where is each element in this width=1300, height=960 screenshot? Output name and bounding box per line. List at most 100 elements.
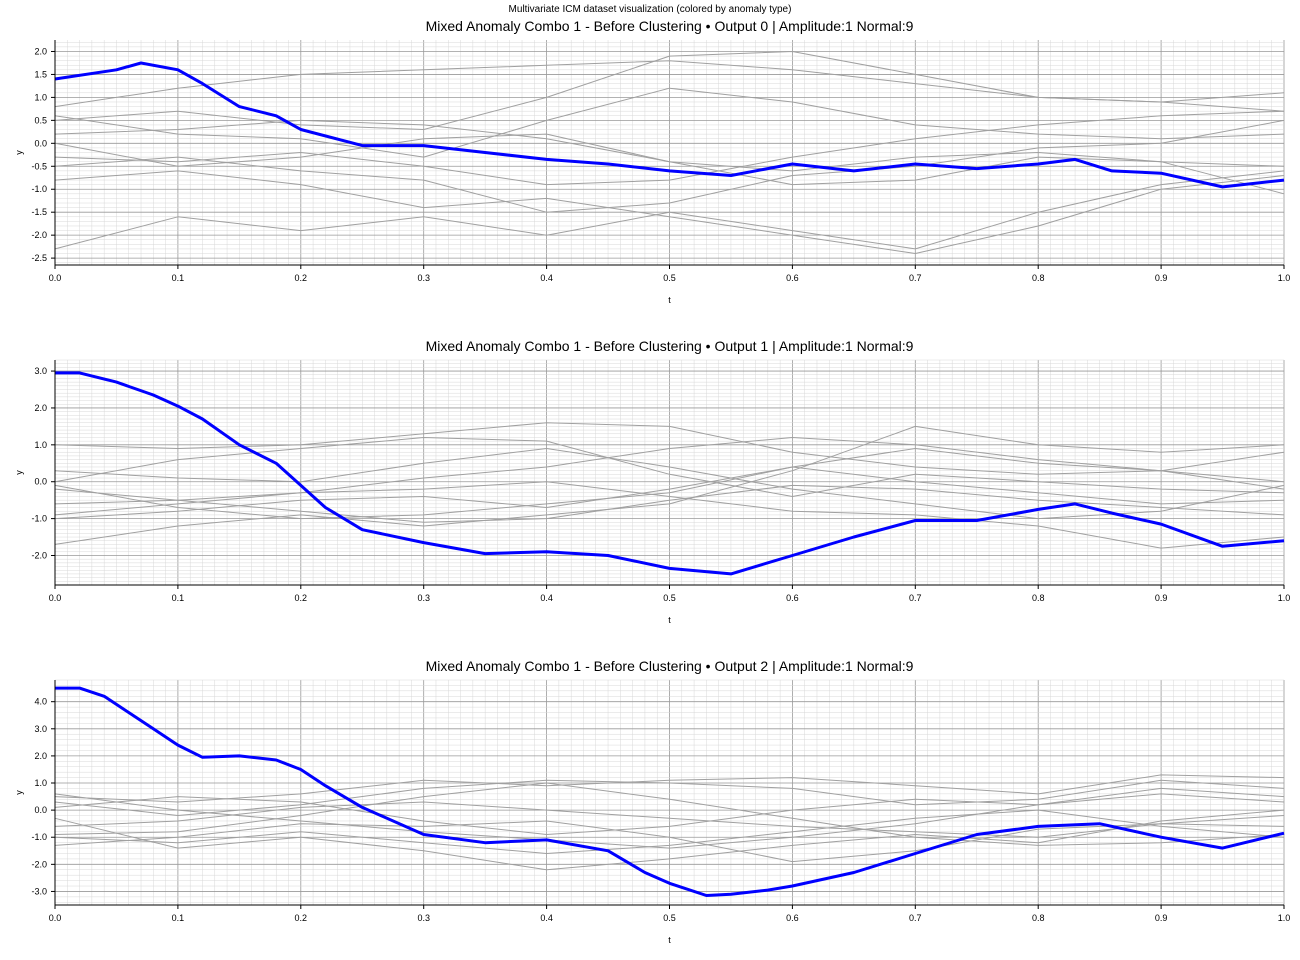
x-tick-label: 0.9 bbox=[1155, 913, 1168, 923]
x-tick-label: 0.7 bbox=[909, 273, 922, 283]
x-tick-label: 0.2 bbox=[295, 913, 308, 923]
normal-series-line-8 bbox=[54, 133, 1285, 195]
normal-series-line-1 bbox=[54, 422, 1285, 483]
chart-panel-2: 0.0 0.1 0.2 0.3 0.4 0.5 0.6 0.7 0.8 0.9 1.0 4.0 3.0 2… bbox=[14, 658, 1290, 945]
normal-series-line-2 bbox=[54, 170, 1285, 250]
y-tick-label: 1.0 bbox=[34, 92, 47, 102]
figure-suptitle: Multivariate ICM dataset visualization (… bbox=[508, 4, 792, 15]
normal-series-line-5 bbox=[54, 779, 1285, 816]
chart-title: Mixed Anomaly Combo 1 - Before Clusterin… bbox=[426, 18, 914, 34]
x-tick-label: 0.4 bbox=[540, 273, 553, 283]
y-tick-label: -3.0 bbox=[31, 886, 47, 896]
x-tick-label: 0.7 bbox=[909, 593, 922, 603]
normal-series-line-9 bbox=[54, 448, 1285, 520]
y-tick-label: 1.5 bbox=[34, 69, 47, 79]
normal-series-line-2 bbox=[54, 425, 1285, 545]
x-tick-label: 0.5 bbox=[663, 273, 676, 283]
y-axis-label: y bbox=[14, 790, 24, 795]
normal-series-line-8 bbox=[54, 801, 1285, 838]
x-tick-label: 0.4 bbox=[540, 913, 553, 923]
x-tick-label: 0.9 bbox=[1155, 273, 1168, 283]
y-tick-label: -1.0 bbox=[31, 832, 47, 842]
x-tick-label: 0.3 bbox=[417, 273, 430, 283]
x-tick-label: 0.6 bbox=[786, 593, 799, 603]
y-tick-label: 3.0 bbox=[34, 724, 47, 734]
grid bbox=[54, 679, 1285, 905]
anomaly-series-line bbox=[55, 371, 1285, 576]
x-tick-label: 0.5 bbox=[663, 913, 676, 923]
y-tick-label: 0.0 bbox=[34, 477, 47, 487]
x-tick-label: 0.3 bbox=[417, 913, 430, 923]
x-axis-label: t bbox=[668, 295, 671, 305]
x-tick-label: 0.6 bbox=[786, 913, 799, 923]
x-tick-label: 0.0 bbox=[49, 913, 62, 923]
x-tick-label: 0.8 bbox=[1032, 593, 1045, 603]
x-tick-label: 1.0 bbox=[1278, 913, 1291, 923]
y-tick-label: 2.0 bbox=[34, 403, 47, 413]
chart-panel-0: 0.0 0.1 0.2 0.3 0.4 0.5 0.6 0.7 0.8 0.9 1.0 2.0 1.5 1… bbox=[14, 18, 1290, 305]
normal-series-line-3 bbox=[54, 51, 1285, 130]
normal-series-line-6 bbox=[54, 437, 1285, 516]
normal-series-line-5 bbox=[54, 170, 1285, 254]
chart-panel-1: 0.0 0.1 0.2 0.3 0.4 0.5 0.6 0.7 0.8 0.9 1.0 3.0 2.0 1… bbox=[14, 338, 1290, 625]
x-tick-label: 0.9 bbox=[1155, 593, 1168, 603]
anomaly-series-line bbox=[55, 686, 1285, 897]
normal-series-line-7 bbox=[54, 484, 1285, 523]
x-tick-label: 0.1 bbox=[172, 273, 185, 283]
y-tick-label: 1.0 bbox=[34, 440, 47, 450]
x-tick-label: 0.6 bbox=[786, 273, 799, 283]
x-axis-label: t bbox=[668, 615, 671, 625]
x-tick-label: 0.4 bbox=[540, 593, 553, 603]
y-tick-label: -1.0 bbox=[31, 514, 47, 524]
x-tick-label: 0.5 bbox=[663, 593, 676, 603]
normal-series-line-3 bbox=[54, 787, 1285, 835]
anomaly-series-line bbox=[54, 61, 1285, 189]
normal-series-line-7 bbox=[54, 793, 1285, 849]
normal-series-line-1 bbox=[54, 774, 1285, 803]
y-tick-label: 4.0 bbox=[34, 697, 47, 707]
x-tick-label: 0.3 bbox=[417, 593, 430, 603]
x-tick-label: 0.8 bbox=[1032, 273, 1045, 283]
x-tick-label: 0.8 bbox=[1032, 913, 1045, 923]
chart-title: Mixed Anomaly Combo 1 - Before Clusterin… bbox=[426, 658, 914, 674]
normal-series-line-6 bbox=[54, 820, 1285, 863]
y-tick-label: 2.0 bbox=[34, 46, 47, 56]
normal-series-line-7 bbox=[54, 110, 1285, 186]
normal-series-line-9 bbox=[54, 809, 1285, 854]
y-tick-label: 2.0 bbox=[34, 751, 47, 761]
grid bbox=[54, 40, 1285, 265]
normal-series-line-3 bbox=[54, 437, 1285, 497]
chart-title: Mixed Anomaly Combo 1 - Before Clusterin… bbox=[426, 338, 914, 354]
normal-series-line-4 bbox=[54, 809, 1285, 871]
y-tick-label: -1.5 bbox=[31, 207, 47, 217]
y-tick-label: -2.5 bbox=[31, 253, 47, 263]
x-tick-label: 0.7 bbox=[909, 913, 922, 923]
normal-series-line-5 bbox=[54, 448, 1285, 520]
y-axis-label: y bbox=[14, 150, 24, 155]
x-axis-label: t bbox=[668, 935, 671, 945]
x-tick-label: 1.0 bbox=[1278, 593, 1291, 603]
y-axis-label: y bbox=[14, 470, 24, 475]
y-tick-label: 3.0 bbox=[34, 366, 47, 376]
normal-series-line-2 bbox=[54, 782, 1285, 846]
x-tick-label: 0.0 bbox=[49, 593, 62, 603]
y-tick-label: 1.0 bbox=[34, 778, 47, 788]
y-tick-label: -1.0 bbox=[31, 184, 47, 194]
x-tick-label: 0.0 bbox=[49, 273, 62, 283]
normal-series-line-8 bbox=[54, 466, 1285, 520]
x-tick-label: 0.1 bbox=[172, 913, 185, 923]
y-tick-label: 0.0 bbox=[34, 138, 47, 148]
normal-series-line-6 bbox=[54, 87, 1285, 158]
y-tick-label: 0.0 bbox=[34, 805, 47, 815]
x-tick-label: 0.1 bbox=[172, 593, 185, 603]
y-tick-label: -0.5 bbox=[31, 161, 47, 171]
y-tick-label: -2.0 bbox=[31, 550, 47, 560]
x-tick-label: 1.0 bbox=[1278, 273, 1291, 283]
normal-series-line-4 bbox=[54, 481, 1285, 549]
y-tick-label: 0.5 bbox=[34, 115, 47, 125]
y-tick-label: -2.0 bbox=[31, 230, 47, 240]
normal-series-line-9 bbox=[54, 119, 1285, 213]
x-tick-label: 0.2 bbox=[295, 273, 308, 283]
x-tick-label: 0.2 bbox=[295, 593, 308, 603]
